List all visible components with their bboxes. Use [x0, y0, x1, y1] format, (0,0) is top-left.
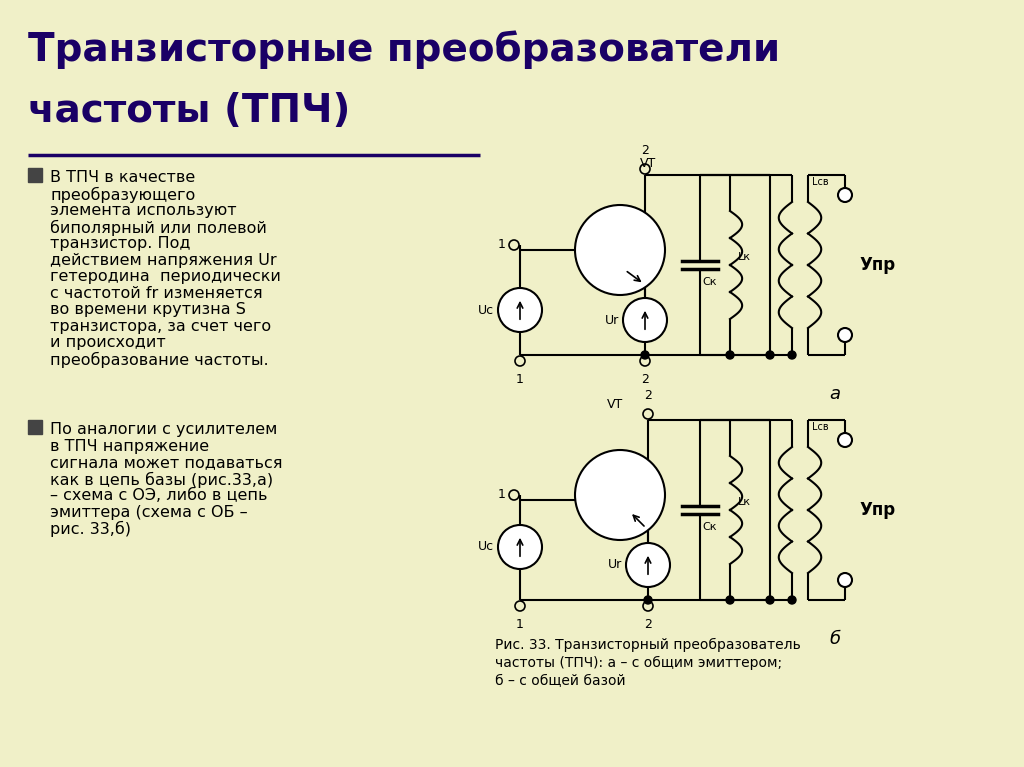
Bar: [28, 420, 42, 434]
Text: с частотой fr изменяется: с частотой fr изменяется: [50, 285, 262, 301]
Text: VT: VT: [640, 157, 656, 170]
Text: Ur: Ur: [605, 314, 618, 327]
Text: Упр: Упр: [859, 256, 895, 274]
Text: 2: 2: [644, 389, 652, 402]
Text: рис. 33,б): рис. 33,б): [50, 521, 131, 537]
Circle shape: [838, 328, 852, 342]
Text: Lк: Lк: [738, 252, 751, 262]
Circle shape: [766, 351, 774, 359]
Circle shape: [788, 596, 796, 604]
Text: частоты (ТПЧ): а – с общим эмиттером;: частоты (ТПЧ): а – с общим эмиттером;: [495, 656, 782, 670]
Text: сигнала может подаваться: сигнала может подаваться: [50, 455, 283, 470]
Text: элемента используют: элемента используют: [50, 203, 237, 218]
Text: Lк: Lк: [738, 497, 751, 507]
Text: эмиттера (схема с ОБ –: эмиттера (схема с ОБ –: [50, 505, 248, 519]
Circle shape: [644, 596, 652, 604]
Text: действием напряжения Ur: действием напряжения Ur: [50, 252, 276, 268]
Circle shape: [838, 188, 852, 202]
Text: транзистор. Под: транзистор. Под: [50, 236, 190, 251]
Text: б: б: [829, 630, 841, 648]
Circle shape: [838, 573, 852, 587]
Circle shape: [575, 450, 665, 540]
Circle shape: [575, 205, 665, 295]
Circle shape: [641, 351, 649, 359]
Text: 2: 2: [641, 373, 649, 386]
Text: В ТПЧ в качестве: В ТПЧ в качестве: [50, 170, 196, 185]
Circle shape: [766, 596, 774, 604]
Text: как в цепь базы (рис.33,а): как в цепь базы (рис.33,а): [50, 472, 273, 488]
Circle shape: [726, 351, 734, 359]
Text: в ТПЧ напряжение: в ТПЧ напряжение: [50, 439, 209, 453]
Circle shape: [626, 543, 670, 587]
Text: а: а: [829, 385, 841, 403]
Text: Uc: Uc: [478, 541, 494, 554]
Text: транзистора, за счет чего: транзистора, за счет чего: [50, 318, 271, 334]
Text: во времени крутизна S: во времени крутизна S: [50, 302, 246, 317]
Text: 2: 2: [644, 618, 652, 631]
Circle shape: [498, 525, 542, 569]
Circle shape: [726, 596, 734, 604]
Text: По аналогии с усилителем: По аналогии с усилителем: [50, 422, 278, 437]
Circle shape: [498, 288, 542, 332]
Text: гетеродина  периодически: гетеродина периодически: [50, 269, 281, 284]
Text: Упр: Упр: [859, 501, 895, 519]
Text: Ск: Ск: [702, 522, 717, 532]
Text: и происходит: и происходит: [50, 335, 166, 350]
Text: 1: 1: [498, 239, 506, 252]
Text: VT: VT: [607, 398, 624, 411]
Text: 1: 1: [516, 618, 524, 631]
Circle shape: [788, 351, 796, 359]
Text: Uc: Uc: [478, 304, 494, 317]
Text: Ск: Ск: [702, 277, 717, 287]
Text: Lсв: Lсв: [812, 422, 828, 432]
Bar: [28, 168, 42, 182]
Text: Lсв: Lсв: [812, 177, 828, 187]
Text: биполярный или полевой: биполярный или полевой: [50, 219, 267, 235]
Text: частоты (ТПЧ): частоты (ТПЧ): [28, 92, 350, 130]
Text: 1: 1: [498, 489, 506, 502]
Text: преобразование частоты.: преобразование частоты.: [50, 351, 268, 367]
Text: 1: 1: [516, 373, 524, 386]
Text: 2: 2: [641, 144, 649, 157]
Text: Транзисторные преобразователи: Транзисторные преобразователи: [28, 30, 780, 68]
Text: преобразующего: преобразующего: [50, 186, 196, 202]
Circle shape: [623, 298, 667, 342]
Text: Ur: Ur: [608, 558, 622, 571]
Text: – схема с ОЭ, либо в цепь: – схема с ОЭ, либо в цепь: [50, 488, 267, 503]
Text: б – с общей базой: б – с общей базой: [495, 674, 626, 688]
Text: Рис. 33. Транзисторный преобразователь: Рис. 33. Транзисторный преобразователь: [495, 638, 801, 652]
Circle shape: [838, 433, 852, 447]
